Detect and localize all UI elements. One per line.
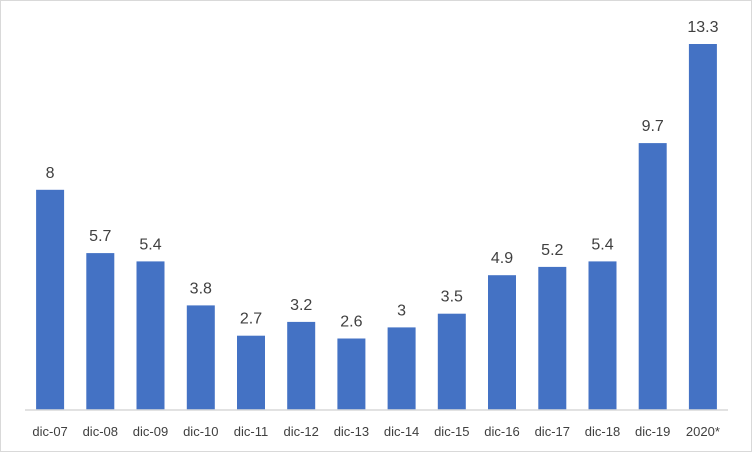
x-tick-label-dic-07: dic-07 xyxy=(32,424,67,439)
x-tick-label-dic-10: dic-10 xyxy=(183,424,218,439)
data-label-2020*: 13.3 xyxy=(687,19,718,36)
bar-dic-11 xyxy=(237,335,265,410)
x-tick-label-dic-19: dic-19 xyxy=(635,424,670,439)
bar-dic-08 xyxy=(86,253,115,410)
x-tick-label-dic-14: dic-14 xyxy=(384,424,419,439)
bar-dic-10 xyxy=(186,305,215,410)
x-tick-label-dic-15: dic-15 xyxy=(434,424,469,439)
x-tick-label-dic-12: dic-12 xyxy=(283,424,318,439)
x-tick-label-dic-16: dic-16 xyxy=(484,424,519,439)
bar-series xyxy=(36,44,717,410)
bar-dic-13 xyxy=(337,338,366,410)
bar-dic-15 xyxy=(437,313,466,410)
data-label-dic-09: 5.4 xyxy=(139,236,161,253)
x-tick-label-dic-13: dic-13 xyxy=(334,424,369,439)
x-tick-label-dic-09: dic-09 xyxy=(133,424,168,439)
x-tick-label-dic-18: dic-18 xyxy=(585,424,620,439)
data-label-dic-15: 3.5 xyxy=(441,289,463,306)
x-tick-label-2020*: 2020* xyxy=(686,424,720,439)
x-tick-label-dic-08: dic-08 xyxy=(83,424,118,439)
bar-dic-18 xyxy=(588,261,617,410)
data-label-dic-11: 2.7 xyxy=(240,311,262,328)
bar-dic-16 xyxy=(488,275,516,410)
bar-dic-17 xyxy=(538,266,567,410)
bar-2020* xyxy=(688,44,717,410)
x-tick-label-dic-17: dic-17 xyxy=(535,424,570,439)
data-label-dic-18: 5.4 xyxy=(591,236,613,253)
data-label-dic-13: 2.6 xyxy=(340,314,362,331)
bar-dic-14 xyxy=(387,327,416,410)
data-labels: 8 5.7 5.4 3.8 2.7 3.2 2.6 3 3.5 4.9 5.2 5.4 9.7 13.3 xyxy=(46,19,719,331)
bar-dic-19 xyxy=(638,143,667,410)
x-axis-tick-labels: dic-07 dic-08 dic-09 dic-10 dic-11 dic-12 dic-… xyxy=(32,424,720,439)
data-label-dic-08: 5.7 xyxy=(89,228,111,245)
bar-dic-12 xyxy=(287,321,316,410)
data-label-dic-19: 9.7 xyxy=(642,118,664,135)
bar-dic-09 xyxy=(136,261,165,410)
data-label-dic-14: 3 xyxy=(397,302,406,319)
data-label-dic-12: 3.2 xyxy=(290,297,312,314)
x-tick-label-dic-11: dic-11 xyxy=(234,424,268,439)
data-label-dic-10: 3.8 xyxy=(190,280,212,297)
data-label-dic-17: 5.2 xyxy=(541,242,563,259)
data-label-dic-07: 8 xyxy=(46,165,55,182)
data-label-dic-16: 4.9 xyxy=(491,250,513,267)
bar-dic-07 xyxy=(36,189,65,410)
